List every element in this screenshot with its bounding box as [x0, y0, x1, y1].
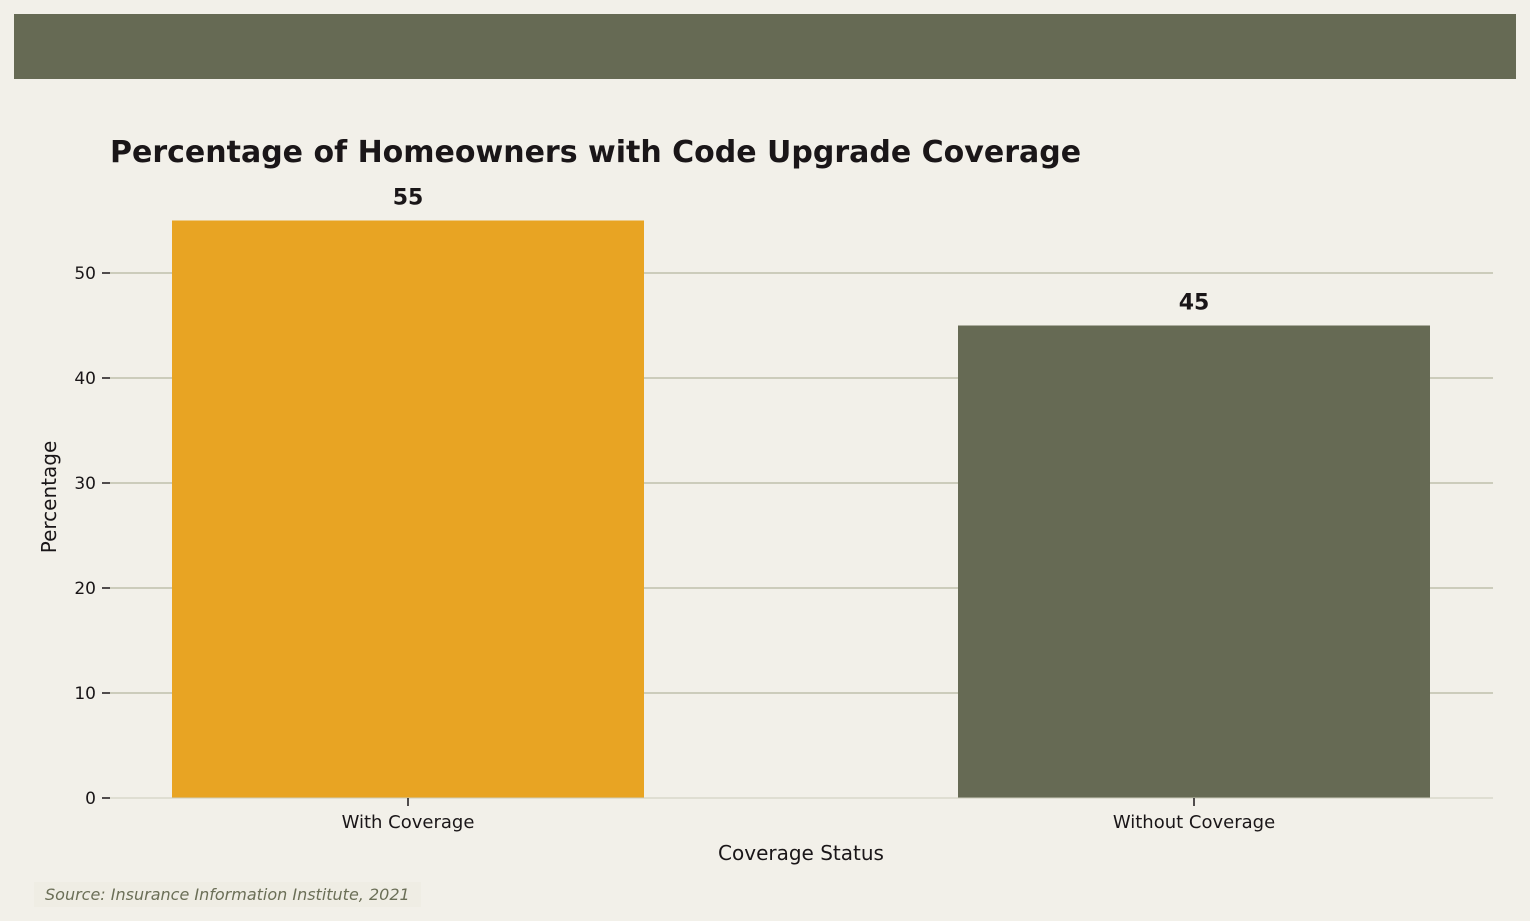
y-tick-label: 0: [85, 789, 96, 809]
source-note: Source: Insurance Information Institute,…: [34, 882, 421, 907]
y-tick-label: 40: [74, 369, 96, 389]
x-axis-label: Coverage Status: [718, 841, 884, 865]
y-tick-label: 50: [74, 264, 96, 284]
y-tick-label: 10: [74, 684, 96, 704]
data-label: 55: [393, 186, 424, 211]
y-tick-label: 30: [74, 474, 96, 494]
y-tick-label: 20: [74, 579, 96, 599]
x-tick-label: Without Coverage: [1113, 812, 1275, 833]
y-axis-label: Percentage: [37, 441, 61, 554]
axes: 0 10 20 30 40 50 With Coverage Without Coverage: [74, 264, 1493, 833]
data-labels: 55 45: [393, 186, 1210, 316]
bars: [172, 220, 1430, 798]
header-band: [14, 14, 1516, 79]
bar-without-coverage: [958, 325, 1430, 798]
x-tick-label: With Coverage: [342, 812, 475, 833]
data-label: 45: [1179, 291, 1210, 316]
chart-title: Percentage of Homeowners with Code Upgra…: [110, 135, 1081, 170]
bar-with-coverage: [172, 220, 644, 798]
